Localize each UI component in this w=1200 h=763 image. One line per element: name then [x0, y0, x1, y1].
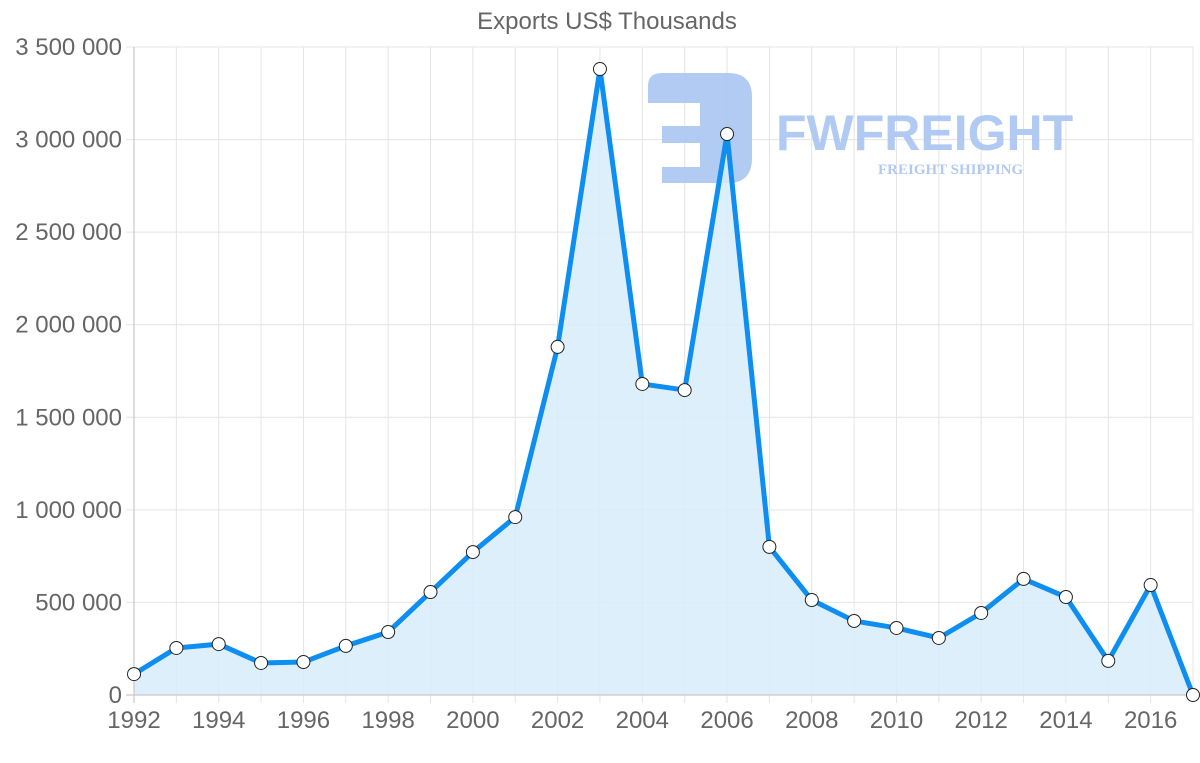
- data-point[interactable]: [1101, 653, 1116, 668]
- x-tick-label: 2008: [785, 707, 838, 734]
- x-tick-label: 2010: [870, 707, 923, 734]
- data-point[interactable]: [381, 625, 396, 640]
- data-point[interactable]: [169, 640, 184, 655]
- data-point[interactable]: [550, 339, 565, 354]
- data-point[interactable]: [720, 127, 735, 142]
- watermark-tagline: FREIGHT SHIPPING: [878, 162, 1023, 178]
- watermark-brand: FWFREIGHT: [776, 105, 1073, 161]
- fw-logo-icon: [648, 73, 752, 183]
- data-point[interactable]: [931, 630, 946, 645]
- data-point[interactable]: [465, 545, 480, 560]
- y-tick-label: 3 000 000: [15, 127, 122, 154]
- data-point[interactable]: [211, 637, 226, 652]
- data-point[interactable]: [1143, 578, 1158, 593]
- series-line: [132, 66, 1196, 696]
- x-tick-label: 2000: [446, 707, 499, 734]
- y-tick-label: 500 000: [35, 589, 122, 616]
- y-tick-label: 1 000 000: [15, 497, 122, 524]
- x-tick-label: 2016: [1124, 707, 1177, 734]
- watermark-logo: FWFREIGHT FREIGHT SHIPPING: [648, 73, 1073, 183]
- x-tick-label: 2014: [1039, 707, 1092, 734]
- data-point[interactable]: [592, 62, 607, 77]
- data-point[interactable]: [1016, 571, 1031, 586]
- y-axis-labels: 0 500 000 1 000 000 1 500 000 2 000 000 2 500…: [15, 34, 122, 709]
- data-point[interactable]: [296, 655, 311, 670]
- data-point[interactable]: [1058, 590, 1073, 605]
- y-tick-label: 0: [109, 682, 122, 709]
- x-tick-label: 1994: [192, 707, 245, 734]
- y-tick-label: 1 500 000: [15, 404, 122, 431]
- data-point[interactable]: [127, 667, 141, 682]
- x-tick-label: 2012: [955, 707, 1008, 734]
- axes: [126, 47, 1193, 703]
- data-point[interactable]: [889, 620, 904, 635]
- data-point[interactable]: [1186, 688, 1200, 702]
- data-point[interactable]: [804, 593, 819, 608]
- x-tick-label: 2006: [700, 707, 753, 734]
- x-tick-label: 2002: [531, 707, 584, 734]
- x-tick-label: 1998: [361, 707, 414, 734]
- data-point[interactable]: [847, 613, 862, 628]
- y-tick-label: 2 000 000: [15, 312, 122, 339]
- data-point[interactable]: [423, 585, 438, 600]
- data-point[interactable]: [762, 539, 777, 554]
- data-point[interactable]: [635, 376, 650, 391]
- x-tick-label: 1992: [107, 707, 160, 734]
- data-point[interactable]: [254, 655, 269, 670]
- x-tick-label: 1996: [277, 707, 330, 734]
- y-tick-label: 3 500 000: [15, 34, 122, 61]
- chart-title: Exports US$ Thousands: [477, 8, 737, 35]
- x-axis-labels: 1992 1994 1996 1998 2000 2002 2004 2006 2008 2010…: [107, 707, 1177, 734]
- data-point[interactable]: [677, 383, 692, 398]
- series-area-fill: [134, 69, 1193, 696]
- data-point[interactable]: [508, 510, 523, 525]
- data-point[interactable]: [974, 605, 989, 620]
- data-points: [127, 62, 1200, 702]
- data-point[interactable]: [338, 638, 353, 653]
- y-tick-label: 2 500 000: [15, 219, 122, 246]
- x-tick-label: 2004: [616, 707, 669, 734]
